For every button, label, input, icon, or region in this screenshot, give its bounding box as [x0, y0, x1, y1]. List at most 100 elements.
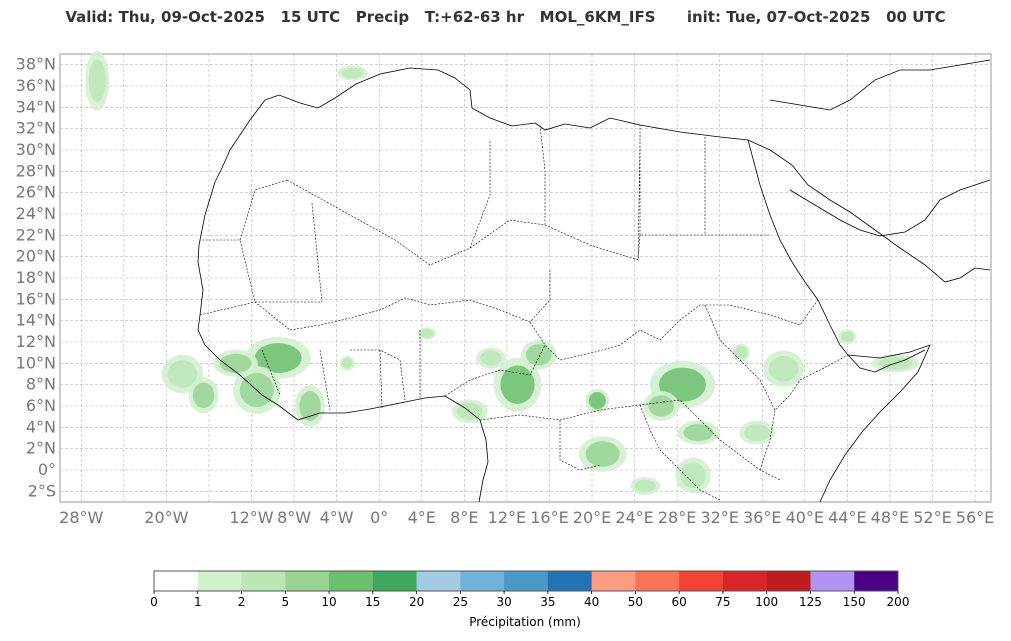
colorbar-swatch: [591, 571, 636, 591]
longitude-label: 28°E: [658, 508, 696, 527]
colorbar-tick-label: 15: [365, 595, 380, 609]
colorbar-tick-label: 60: [672, 595, 687, 609]
precip-area: [526, 344, 552, 366]
sahara-borders: [200, 124, 770, 303]
longitude-label: 44°E: [828, 508, 866, 527]
longitude-label: 48°E: [871, 508, 909, 527]
longitude-label: 52°E: [913, 508, 951, 527]
precip-area: [219, 353, 252, 373]
west-africa-coastline: [197, 99, 489, 503]
colorbar-swatch: [197, 571, 243, 591]
longitude-label: 36°E: [743, 508, 781, 527]
latitude-label: 10°N: [16, 353, 56, 372]
precip-area: [840, 331, 854, 342]
latitude-label: 36°N: [16, 76, 56, 95]
colorbar: 0 1 2 5 10 15 20 25 30 35 40 50 60 75 100 125 150 200: [150, 570, 910, 609]
longitude-label: 32°E: [700, 508, 738, 527]
latitude-label: 8°N: [26, 375, 56, 394]
colorbar-tick-label: 30: [496, 595, 511, 609]
latitude-label: 38°N: [16, 55, 56, 74]
colorbar-swatch: [679, 571, 724, 591]
colorbar-swatch: [547, 571, 593, 591]
colorbar-tick-label: 40: [584, 595, 599, 609]
sahel-borders: [199, 270, 819, 361]
latitude-label: 6°N: [26, 396, 56, 415]
latitude-label: 12°N: [16, 332, 56, 351]
latitude-label: 18°N: [16, 268, 56, 287]
precip-area: [420, 329, 434, 338]
colorbar-swatch: [766, 571, 811, 591]
latitude-label: 4°N: [26, 417, 56, 436]
longitude-label: 20°W: [144, 508, 188, 527]
colorbar-swatch: [854, 571, 899, 591]
precip-area: [659, 367, 706, 402]
colorbar-swatch: [241, 571, 286, 591]
colorbar-tick-label: 5: [281, 595, 289, 609]
colorbar-swatch: [722, 571, 768, 591]
precip-area: [683, 424, 714, 442]
colorbar-swatch: [810, 571, 855, 591]
colorbar-tick-label: 10: [321, 595, 336, 609]
latitude-label: 14°N: [16, 311, 56, 330]
map-title: Valid: Thu, 09-Oct-2025 15 UTC Precip T:…: [65, 8, 946, 26]
colorbar-tick-label: 150: [843, 595, 866, 609]
colorbar-swatch: [635, 571, 680, 591]
colorbar-swatch: [154, 571, 199, 591]
colorbar-tick-label: 1: [194, 595, 202, 609]
colorbar-swatch: [416, 571, 461, 591]
colorbar-tick-label: 20: [409, 595, 424, 609]
longitude-label: 28°W: [59, 508, 103, 527]
longitude-label: 8°W: [277, 508, 311, 527]
longitude-label: 16°E: [530, 508, 568, 527]
latitude-label: 2°S: [28, 481, 56, 500]
colorbar-label: Précipitation (mm): [469, 615, 581, 629]
longitude-label: 4°W: [320, 508, 354, 527]
colorbar-border: [153, 570, 899, 592]
longitude-label: 12°W: [229, 508, 273, 527]
arabian-coastline: [747, 59, 991, 283]
longitude-label: 40°E: [786, 508, 824, 527]
colorbar-swatch: [285, 571, 330, 591]
precip-area: [341, 358, 353, 369]
precip-area: [500, 365, 535, 404]
latitude-label: 24°N: [16, 204, 56, 223]
colorbar-swatch: [329, 571, 374, 591]
colorbar-tick-label: 200: [887, 595, 910, 609]
precip-area: [193, 382, 215, 409]
coastlines-layer: [197, 59, 991, 503]
longitude-label: 0°: [370, 508, 388, 527]
colorbar-tick-label: 25: [453, 595, 468, 609]
longitude-labels: 28°W 20°W 12°W 8°W 4°W 0° 4°E 8°E 12°E 16°E 20°E 24…: [59, 508, 994, 527]
precip-area: [585, 441, 620, 467]
latitude-labels: 38°N 36°N 34°N 32°N 30°N 28°N 26°N 24°N 22°N 20°N…: [16, 55, 56, 501]
colorbar-tick-label: 50: [628, 595, 643, 609]
colorbar-tick-label: 100: [755, 595, 778, 609]
precip-area: [341, 67, 364, 79]
precip-area: [680, 462, 706, 489]
gulf-borders: [261, 330, 546, 411]
latitude-label: 2°N: [26, 439, 56, 458]
colorbar-swatch: [372, 571, 418, 591]
latitude-label: 16°N: [16, 289, 56, 308]
borders-layer: [199, 124, 849, 501]
precip-area: [88, 59, 106, 102]
latitude-label: 28°N: [16, 161, 56, 180]
colorbar-tick-label: 2: [238, 595, 246, 609]
precip-area: [734, 346, 748, 360]
colorbar-tick-label: 0: [150, 595, 158, 609]
longitude-label: 24°E: [615, 508, 653, 527]
longitude-label: 4°E: [408, 508, 436, 527]
precip-area: [648, 395, 674, 417]
precip-area: [254, 343, 302, 373]
colorbar-swatch: [504, 571, 549, 591]
longitude-label: 8°E: [450, 508, 478, 527]
precip-area: [768, 355, 799, 382]
colorbar-tick-label: 125: [799, 595, 822, 609]
colorbar-swatch: [460, 571, 505, 591]
precip-area: [299, 391, 321, 421]
precip-area: [588, 392, 606, 410]
central-africa-borders: [479, 304, 849, 501]
latitude-label: 30°N: [16, 140, 56, 159]
precip-area: [480, 350, 502, 366]
colorbar-tick-label: 75: [715, 595, 730, 609]
